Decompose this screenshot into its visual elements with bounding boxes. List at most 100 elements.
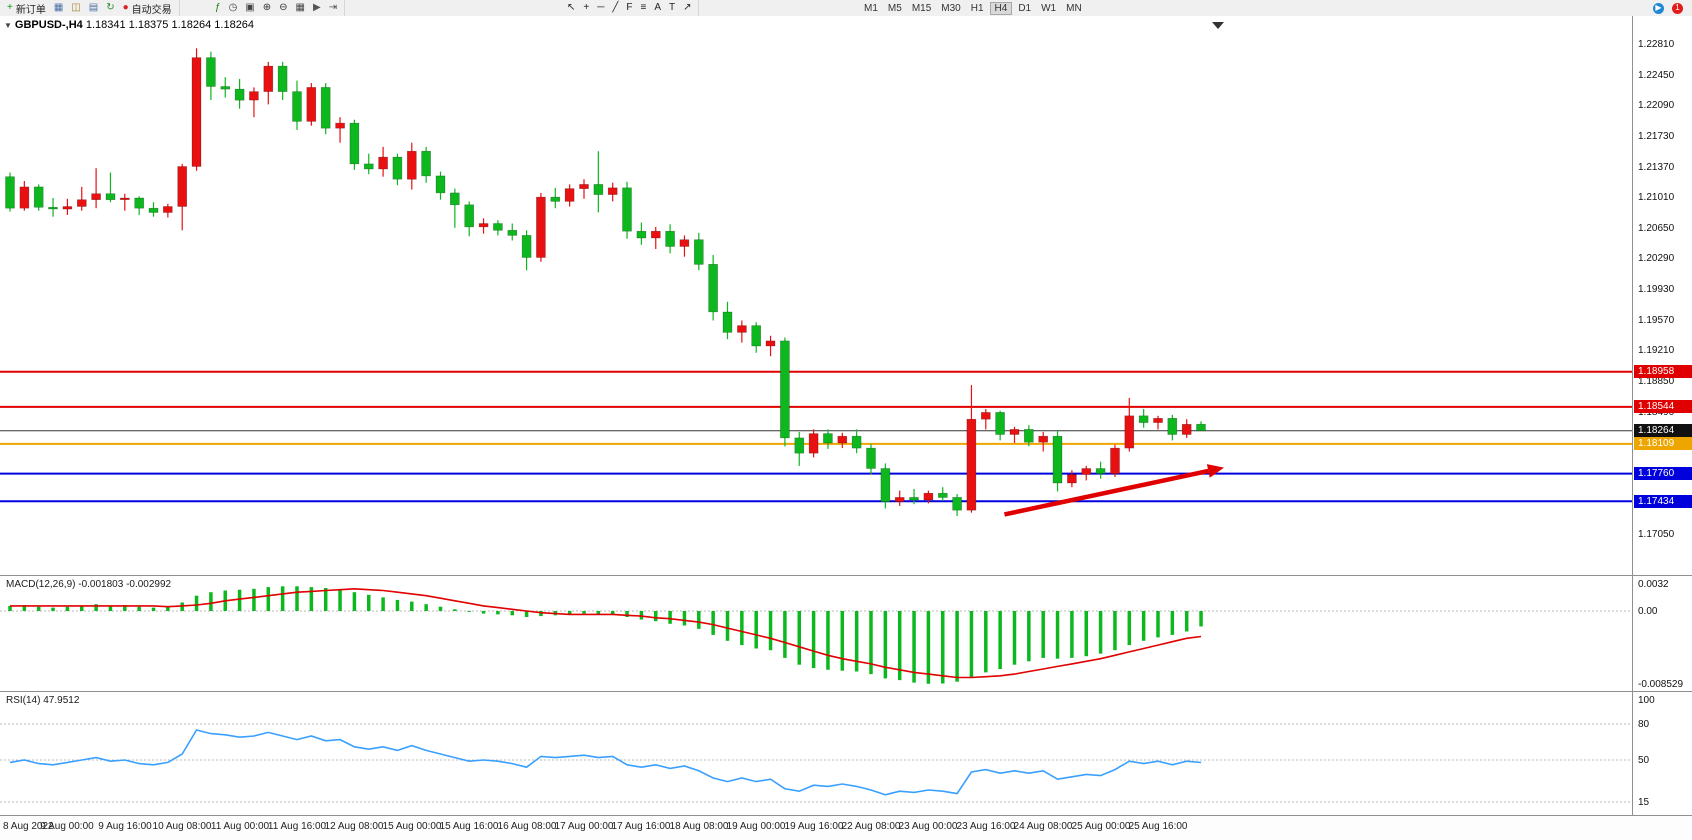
candle: [163, 203, 173, 218]
candle: [880, 463, 891, 509]
channel-icon: ≡: [640, 2, 647, 13]
main-chart-panel[interactable]: [0, 16, 1632, 576]
chart-shift-button[interactable]: ⇥: [326, 1, 340, 15]
text-button[interactable]: A: [651, 1, 664, 15]
candle: [636, 222, 647, 245]
candle: [808, 429, 819, 458]
candle: [220, 77, 231, 98]
price-tick-label: 1.21370: [1638, 162, 1675, 173]
macd-axis-label: 0.00: [1638, 606, 1658, 617]
profiles-button[interactable]: ◫: [68, 1, 83, 15]
text-label-icon: T: [668, 2, 676, 13]
refresh-icon: ↻: [106, 2, 115, 13]
chart-symbol-period: GBPUSD-,H4: [14, 19, 83, 31]
channel-button[interactable]: ≡: [637, 1, 649, 15]
text-icon: A: [654, 2, 661, 13]
quick-launch-icon: ▶: [1653, 2, 1664, 14]
macd-panel[interactable]: [0, 576, 1632, 692]
candle: [693, 232, 704, 271]
trendline-icon: ╱: [612, 2, 619, 13]
price-tick-label: 1.19570: [1638, 315, 1675, 326]
toolbar-group-right: ▶ 1: [1646, 0, 1690, 16]
cursor-button[interactable]: ↖: [564, 1, 578, 15]
timeframe-H4[interactable]: H4: [989, 1, 1013, 15]
trend-arrow[interactable]: [1003, 464, 1225, 517]
text-label-button[interactable]: T: [666, 1, 678, 15]
time-axis-label: 11 Aug 16:00: [267, 821, 327, 832]
panel-separator[interactable]: [0, 691, 1692, 692]
panel-separator: [0, 815, 1692, 816]
rsi-axis-label: 50: [1638, 755, 1650, 766]
candle: [1081, 465, 1092, 481]
timeframe-H1[interactable]: H1: [970, 2, 984, 14]
notifications-button[interactable]: 1: [1669, 1, 1686, 15]
new-order-button[interactable]: + 新订单: [7, 2, 46, 16]
trendline-button[interactable]: ╱: [609, 1, 621, 15]
timeframe-D1[interactable]: D1: [1018, 2, 1032, 14]
timeframe-M15[interactable]: M15: [911, 2, 932, 14]
timeframe-M1[interactable]: M1: [864, 2, 878, 14]
refresh-button[interactable]: ↻: [103, 1, 117, 15]
periods-button[interactable]: ◷: [226, 1, 241, 15]
timeframe-W1[interactable]: W1: [1041, 2, 1057, 14]
candle: [708, 255, 718, 321]
price-tick-label: 1.22090: [1638, 100, 1675, 111]
price-axis[interactable]: 1.22810 1.22450 1.22090 1.21730 1.21370 1.210…: [1633, 16, 1692, 816]
zoom-in-button[interactable]: ⊕: [260, 1, 274, 15]
rsi-panel[interactable]: [0, 692, 1632, 816]
chart-shift-marker[interactable]: [1212, 22, 1224, 29]
candle: [679, 235, 690, 257]
candle: [550, 187, 561, 209]
candle: [1009, 426, 1020, 443]
candle: [1067, 470, 1077, 488]
timeframe-M30[interactable]: M30: [941, 2, 961, 14]
new-order-icon: +: [7, 2, 13, 13]
candle: [435, 171, 446, 200]
zoom-out-button[interactable]: ⊖: [276, 1, 290, 15]
auto-scroll-button[interactable]: ▶: [310, 1, 324, 15]
tile-windows-button[interactable]: ▦: [293, 1, 308, 15]
chart-menu-icon[interactable]: ▼: [4, 21, 12, 30]
candle: [105, 172, 116, 203]
crosshair-button[interactable]: +: [580, 1, 592, 15]
timeframe-M5[interactable]: M5: [887, 2, 902, 14]
candle: [449, 188, 460, 228]
toolbar: + 新订单 ▦ ◫ ▤ ↻ ● 自动交易 ƒ ◷ ▣ ⊕ ⊖ ▦ ▶ ⇥ ↖ + ─ ╱ F ≡ A T ↗ M1 M5 M15…: [0, 0, 1692, 17]
horizontal-line-button[interactable]: ─: [594, 1, 607, 15]
time-axis-label: 15 Aug 16:00: [439, 821, 499, 832]
price-tick-label: 1.19210: [1638, 345, 1675, 356]
chart-windows-button[interactable]: ▦: [51, 1, 66, 15]
candle: [306, 83, 317, 126]
autotrading-button[interactable]: ● 自动交易: [122, 2, 172, 16]
autotrading-icon: ●: [122, 2, 129, 13]
cursor-icon: ↖: [567, 2, 576, 13]
price-tag-1.18264: 1.18264: [1634, 424, 1692, 437]
candle: [722, 301, 733, 340]
toolbar-group-draw: ↖ + ─ ╱ F ≡ A T ↗: [560, 0, 700, 16]
quick-launch-button[interactable]: ▶: [1650, 1, 1667, 15]
notification-badge: 1: [1672, 2, 1683, 14]
arrows-button[interactable]: ↗: [680, 1, 694, 15]
candle: [1024, 425, 1034, 447]
candle: [593, 151, 604, 213]
auto-scroll-icon: ▶: [312, 2, 321, 13]
timeframe-MN[interactable]: MN: [1066, 2, 1082, 14]
candle: [837, 432, 848, 449]
candle: [866, 443, 876, 475]
price-tag-1.18109: 1.18109: [1634, 437, 1692, 450]
market-watch-button[interactable]: ▤: [86, 1, 101, 15]
candle: [148, 202, 159, 217]
candle: [823, 429, 833, 449]
candle: [1095, 461, 1106, 479]
time-axis[interactable]: 8 Aug 2022 9 Aug 00:00 9 Aug 16:00 10 Aug 0…: [0, 816, 1692, 840]
panel-separator[interactable]: [0, 575, 1692, 576]
fibonacci-button[interactable]: F: [623, 1, 635, 15]
templates-button[interactable]: ▣: [242, 1, 257, 15]
candle: [19, 181, 30, 211]
time-axis-label: 23 Aug 00:00: [898, 821, 958, 832]
indicators-button[interactable]: ƒ: [212, 1, 224, 15]
candle: [1138, 409, 1149, 428]
candle: [1038, 431, 1048, 452]
rsi-label: RSI(14) 47.9512: [6, 695, 80, 706]
candle: [1052, 431, 1063, 492]
